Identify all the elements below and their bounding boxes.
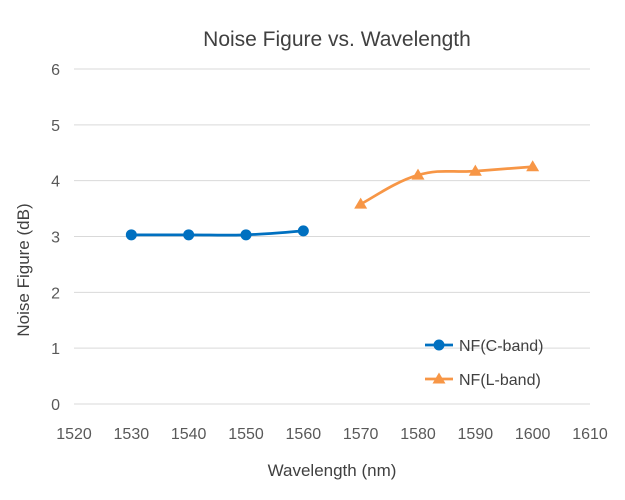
y-tick-label: 3: [51, 230, 60, 247]
series-c-band: [125, 225, 309, 241]
x-axis-label: Wavelength (nm): [268, 461, 397, 480]
x-tick-label: 1570: [343, 426, 379, 443]
x-tick-label: 1540: [171, 426, 207, 443]
data-point: [297, 225, 309, 237]
x-tick-label: 1550: [228, 426, 264, 443]
y-tick-label: 5: [51, 118, 60, 135]
x-tick-label: 1580: [400, 426, 436, 443]
legend-label: NF(C-band): [459, 338, 543, 355]
gridlines: [74, 68, 590, 349]
x-axis-ticks: 1520 1530 1540 1550 1560 1570 1580 1590 1600 1610: [56, 426, 608, 443]
data-point: [526, 160, 540, 172]
data-point: [411, 168, 425, 180]
series-line: [359, 165, 535, 206]
y-tick-label: 6: [51, 62, 60, 79]
data-point: [183, 229, 195, 241]
data-point: [354, 197, 368, 209]
x-tick-label: 1520: [56, 426, 92, 443]
legend-swatch-marker: [432, 372, 446, 384]
y-tick-label: 4: [51, 174, 60, 191]
chart-title: Noise Figure vs. Wavelength: [203, 28, 471, 51]
series-line: [129, 229, 305, 237]
y-tick-label: 0: [51, 397, 60, 414]
y-tick-label: 1: [51, 341, 60, 358]
legend-item[interactable]: NF(L-band): [425, 372, 541, 389]
y-tick-label: 2: [51, 285, 60, 302]
legend-swatch-marker: [433, 339, 445, 351]
data-point: [125, 229, 137, 241]
y-axis-ticks: 0 1 2 3 4 5 6: [51, 62, 60, 414]
x-tick-label: 1600: [515, 426, 551, 443]
y-axis-label: Noise Figure (dB): [14, 203, 33, 336]
x-tick-label: 1610: [572, 426, 608, 443]
legend-item[interactable]: NF(C-band): [425, 338, 543, 355]
x-tick-label: 1530: [114, 426, 150, 443]
series-l-band: [354, 160, 540, 209]
x-tick-label: 1560: [286, 426, 322, 443]
x-tick-label: 1590: [458, 426, 494, 443]
data-point: [240, 229, 252, 241]
legend[interactable]: NF(C-band) NF(L-band): [425, 338, 543, 389]
legend-label: NF(L-band): [459, 372, 541, 389]
data-point: [468, 164, 482, 176]
series-layer: [125, 160, 540, 241]
